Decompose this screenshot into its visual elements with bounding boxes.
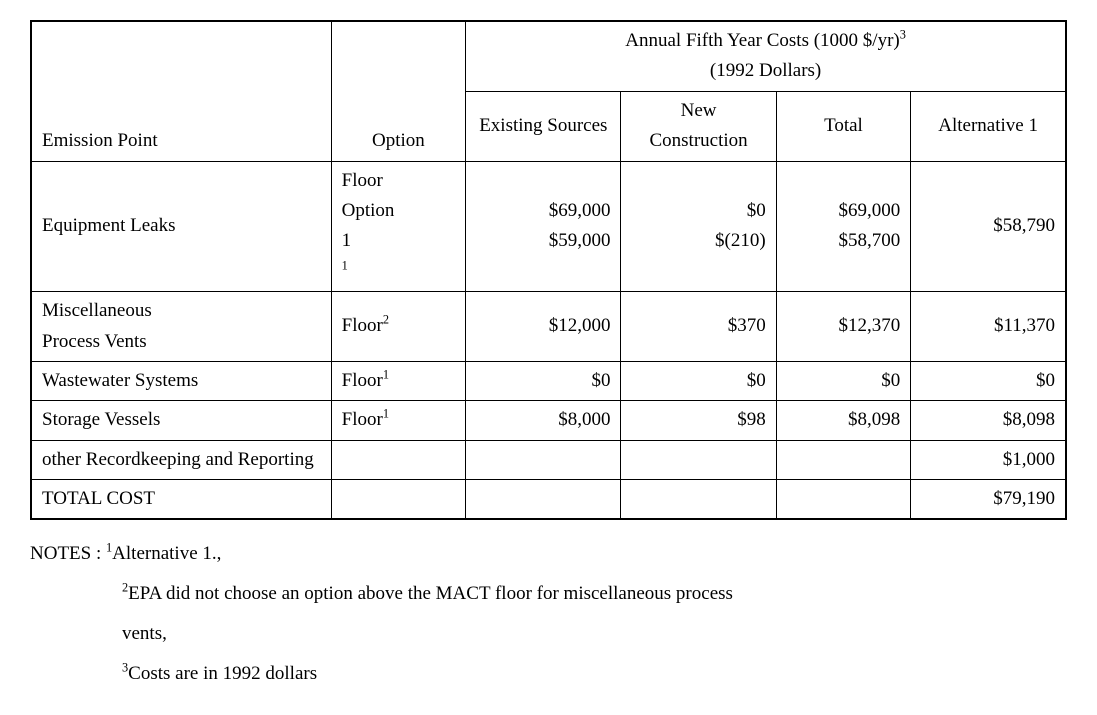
val-line: $69,000	[476, 196, 610, 226]
note-3: 3Costs are in 1992 dollars	[30, 654, 1067, 694]
cell-existing	[466, 480, 621, 520]
note-1: NOTES : 1Alternative 1.,	[30, 534, 1067, 574]
val-line: $59,000	[476, 226, 610, 256]
cost-table: Emission Point Option Annual Fifth Year …	[30, 20, 1067, 520]
cell-total: $0	[776, 361, 911, 400]
cell-option: Floor Option 11	[331, 161, 466, 292]
cell-option	[331, 480, 466, 520]
cell-option: Floor1	[331, 401, 466, 440]
header-alt1: Alternative 1	[911, 91, 1066, 161]
opt-line: 11	[342, 226, 456, 287]
cell-alt1: $8,098	[911, 401, 1066, 440]
table-row: Equipment Leaks Floor Option 11 $69,000 …	[31, 161, 1066, 292]
cell-option: Floor1	[331, 361, 466, 400]
header-total: Total	[776, 91, 911, 161]
note-text: EPA did not choose an option above the M…	[128, 583, 733, 604]
cell-total: $12,370	[776, 292, 911, 362]
cell-alt1: $58,790	[911, 161, 1066, 292]
cell-alt1: $79,190	[911, 480, 1066, 520]
cell-total: $69,000 $58,700	[776, 161, 911, 292]
cell-existing: $69,000 $59,000	[466, 161, 621, 292]
header-title-line1: Annual Fifth Year Costs (1000 $/yr)	[625, 30, 899, 51]
table-row: Miscellaneous Process Vents Floor2 $12,0…	[31, 292, 1066, 362]
cell-total: $8,098	[776, 401, 911, 440]
cell-total	[776, 440, 911, 479]
note-2b: vents,	[30, 614, 1067, 654]
cell-label: Miscellaneous Process Vents	[31, 292, 331, 362]
header-title: Annual Fifth Year Costs (1000 $/yr)3 (19…	[466, 21, 1066, 91]
cell-label: Equipment Leaks	[31, 161, 331, 292]
cell-label: Wastewater Systems	[31, 361, 331, 400]
cell-label: Storage Vessels	[31, 401, 331, 440]
header-title-sup: 3	[900, 28, 906, 42]
cell-total	[776, 480, 911, 520]
header-new-construction: New Construction	[621, 91, 776, 161]
label-line: Process Vents	[42, 327, 321, 357]
cell-existing	[466, 440, 621, 479]
cell-option: Floor2	[331, 292, 466, 362]
opt-line: Option	[342, 196, 456, 226]
cell-label: TOTAL COST	[31, 480, 331, 520]
val-line: $58,700	[787, 226, 901, 256]
table-row: Wastewater Systems Floor1 $0 $0 $0 $0	[31, 361, 1066, 400]
cell-new: $0 $(210)	[621, 161, 776, 292]
label-line: Miscellaneous	[42, 296, 321, 326]
header-title-line2: (1992 Dollars)	[710, 60, 821, 81]
cell-new	[621, 440, 776, 479]
table-row: TOTAL COST $79,190	[31, 480, 1066, 520]
note-text: Costs are in 1992 dollars	[128, 663, 317, 684]
note-text: Alternative 1.,	[112, 543, 221, 564]
cell-existing: $8,000	[466, 401, 621, 440]
cell-alt1: $0	[911, 361, 1066, 400]
cell-new: $370	[621, 292, 776, 362]
cell-alt1: $11,370	[911, 292, 1066, 362]
note-2: 2EPA did not choose an option above the …	[30, 574, 1067, 614]
val-line: $(210)	[631, 226, 765, 256]
table-row: other Recordkeeping and Reporting $1,000	[31, 440, 1066, 479]
cell-new: $98	[621, 401, 776, 440]
notes-lead: NOTES :	[30, 543, 106, 564]
cell-new	[621, 480, 776, 520]
header-existing-sources: Existing Sources	[466, 91, 621, 161]
notes-section: NOTES : 1Alternative 1., 2EPA did not ch…	[30, 534, 1067, 694]
cell-new: $0	[621, 361, 776, 400]
cell-option	[331, 440, 466, 479]
cell-label: other Recordkeeping and Reporting	[31, 440, 331, 479]
val-line: $69,000	[787, 196, 901, 226]
opt-line: Floor	[342, 166, 456, 196]
cell-existing: $12,000	[466, 292, 621, 362]
header-emission-point: Emission Point	[31, 21, 331, 161]
table-row: Storage Vessels Floor1 $8,000 $98 $8,098…	[31, 401, 1066, 440]
cell-existing: $0	[466, 361, 621, 400]
val-line: $0	[631, 196, 765, 226]
cell-alt1: $1,000	[911, 440, 1066, 479]
header-option: Option	[331, 21, 466, 161]
note-text: vents,	[122, 623, 167, 644]
